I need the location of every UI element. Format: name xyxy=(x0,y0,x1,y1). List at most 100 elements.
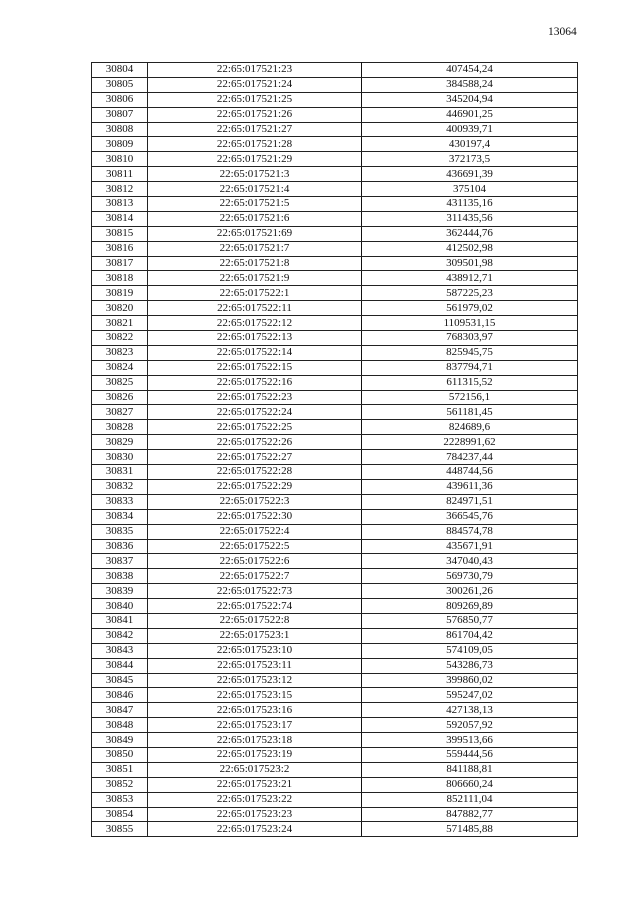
table-row: 30854 22:65:017523:23 847882,77 xyxy=(91,806,578,823)
table-row: 30830 22:65:017522:27 784237,44 xyxy=(91,449,578,466)
row-number-cell: 30841 xyxy=(91,612,148,629)
table-row: 30826 22:65:017522:23 572156,1 xyxy=(91,389,578,406)
row-number-cell: 30833 xyxy=(91,493,148,510)
cadastral-number-cell: 22:65:017522:16 xyxy=(147,374,362,391)
value-cell: 384588,24 xyxy=(361,76,578,93)
value-cell: 407454,24 xyxy=(361,62,578,78)
value-cell: 439611,36 xyxy=(361,478,578,495)
table-row: 30809 22:65:017521:28 430197,4 xyxy=(91,136,578,153)
table-row: 30853 22:65:017523:22 852111,04 xyxy=(91,791,578,808)
cadastral-number-cell: 22:65:017522:13 xyxy=(147,330,362,346)
cadastral-number-cell: 22:65:017523:23 xyxy=(147,806,362,823)
row-number-cell: 30828 xyxy=(91,419,148,436)
cadastral-number-cell: 22:65:017522:24 xyxy=(147,404,362,421)
row-number-cell: 30810 xyxy=(91,151,148,168)
value-cell: 446901,25 xyxy=(361,106,578,123)
cadastral-number-cell: 22:65:017521:69 xyxy=(147,225,362,242)
cadastral-number-cell: 22:65:017523:10 xyxy=(147,642,362,659)
table-row: 30817 22:65:017521:8 309501,98 xyxy=(91,255,578,272)
cadastral-number-cell: 22:65:017523:18 xyxy=(147,732,362,748)
value-cell: 561181,45 xyxy=(361,404,578,421)
table-row: 30824 22:65:017522:15 837794,71 xyxy=(91,359,578,376)
cadastral-number-cell: 22:65:017522:28 xyxy=(147,464,362,480)
row-number-cell: 30805 xyxy=(91,76,148,93)
cadastral-number-cell: 22:65:017522:15 xyxy=(147,359,362,376)
cadastral-number-cell: 22:65:017521:29 xyxy=(147,151,362,168)
value-cell: 372173,5 xyxy=(361,151,578,168)
value-cell: 400939,71 xyxy=(361,121,578,138)
row-number-cell: 30851 xyxy=(91,761,148,778)
value-cell: 311435,56 xyxy=(361,210,578,227)
table-row: 30838 22:65:017522:7 569730,79 xyxy=(91,568,578,585)
value-cell: 784237,44 xyxy=(361,449,578,466)
cadastral-number-cell: 22:65:017521:26 xyxy=(147,106,362,123)
cadastral-number-cell: 22:65:017522:7 xyxy=(147,568,362,585)
value-cell: 2228991,62 xyxy=(361,434,578,451)
row-number-cell: 30811 xyxy=(91,166,148,183)
value-cell: 309501,98 xyxy=(361,255,578,272)
table-row: 30814 22:65:017521:6 311435,56 xyxy=(91,210,578,227)
value-cell: 569730,79 xyxy=(361,568,578,585)
row-number-cell: 30852 xyxy=(91,776,148,793)
value-cell: 399860,02 xyxy=(361,672,578,689)
row-number-cell: 30849 xyxy=(91,732,148,748)
row-number-cell: 30838 xyxy=(91,568,148,585)
row-number-cell: 30839 xyxy=(91,583,148,600)
cadastral-number-cell: 22:65:017523:1 xyxy=(147,627,362,644)
table-row: 30831 22:65:017522:28 448744,56 xyxy=(91,464,578,480)
row-number-cell: 30840 xyxy=(91,598,148,614)
table-row: 30807 22:65:017521:26 446901,25 xyxy=(91,106,578,123)
row-number-cell: 30846 xyxy=(91,687,148,704)
cadastral-number-cell: 22:65:017521:24 xyxy=(147,76,362,93)
cadastral-number-cell: 22:65:017523:2 xyxy=(147,761,362,778)
value-cell: 611315,52 xyxy=(361,374,578,391)
value-cell: 576850,77 xyxy=(361,612,578,629)
value-cell: 824971,51 xyxy=(361,493,578,510)
table-row: 30834 22:65:017522:30 366545,76 xyxy=(91,508,578,525)
table-row: 30848 22:65:017523:17 592057,92 xyxy=(91,717,578,734)
cadastral-number-cell: 22:65:017522:26 xyxy=(147,434,362,451)
value-cell: 366545,76 xyxy=(361,508,578,525)
row-number-cell: 30809 xyxy=(91,136,148,153)
row-number-cell: 30853 xyxy=(91,791,148,808)
table-row: 30840 22:65:017522:74 809269,89 xyxy=(91,598,578,614)
row-number-cell: 30848 xyxy=(91,717,148,734)
table-row: 30806 22:65:017521:25 345204,94 xyxy=(91,91,578,108)
row-number-cell: 30827 xyxy=(91,404,148,421)
value-cell: 592057,92 xyxy=(361,717,578,734)
row-number-cell: 30813 xyxy=(91,196,148,212)
row-number-cell: 30829 xyxy=(91,434,148,451)
table-row: 30847 22:65:017523:16 427138,13 xyxy=(91,702,578,719)
table-row: 30835 22:65:017522:4 884574,78 xyxy=(91,523,578,540)
table-row: 30818 22:65:017521:9 438912,71 xyxy=(91,270,578,287)
value-cell: 448744,56 xyxy=(361,464,578,480)
table-row: 30815 22:65:017521:69 362444,76 xyxy=(91,225,578,242)
value-cell: 825945,75 xyxy=(361,344,578,361)
cadastral-number-cell: 22:65:017521:6 xyxy=(147,210,362,227)
row-number-cell: 30812 xyxy=(91,181,148,198)
data-table: 30804 22:65:017521:23 407454,24 30805 22:65:… xyxy=(91,62,578,838)
table-row: 30823 22:65:017522:14 825945,75 xyxy=(91,344,578,361)
row-number-cell: 30842 xyxy=(91,627,148,644)
cadastral-number-cell: 22:65:017522:4 xyxy=(147,523,362,540)
table-row: 30849 22:65:017523:18 399513,66 xyxy=(91,732,578,748)
row-number-cell: 30845 xyxy=(91,672,148,689)
value-cell: 431135,16 xyxy=(361,196,578,212)
table-row: 30820 22:65:017522:11 561979,02 xyxy=(91,300,578,317)
row-number-cell: 30818 xyxy=(91,270,148,287)
row-number-cell: 30855 xyxy=(91,821,148,838)
row-number-cell: 30815 xyxy=(91,225,148,242)
value-cell: 595247,02 xyxy=(361,687,578,704)
value-cell: 809269,89 xyxy=(361,598,578,614)
table-row: 30855 22:65:017523:24 571485,88 xyxy=(91,821,578,838)
row-number-cell: 30830 xyxy=(91,449,148,466)
value-cell: 559444,56 xyxy=(361,746,578,763)
row-number-cell: 30820 xyxy=(91,300,148,317)
value-cell: 806660,24 xyxy=(361,776,578,793)
cadastral-number-cell: 22:65:017522:74 xyxy=(147,598,362,614)
table-row: 30819 22:65:017522:1 587225,23 xyxy=(91,285,578,302)
cadastral-number-cell: 22:65:017521:23 xyxy=(147,62,362,78)
value-cell: 412502,98 xyxy=(361,240,578,257)
cadastral-number-cell: 22:65:017522:1 xyxy=(147,285,362,302)
value-cell: 847882,77 xyxy=(361,806,578,823)
